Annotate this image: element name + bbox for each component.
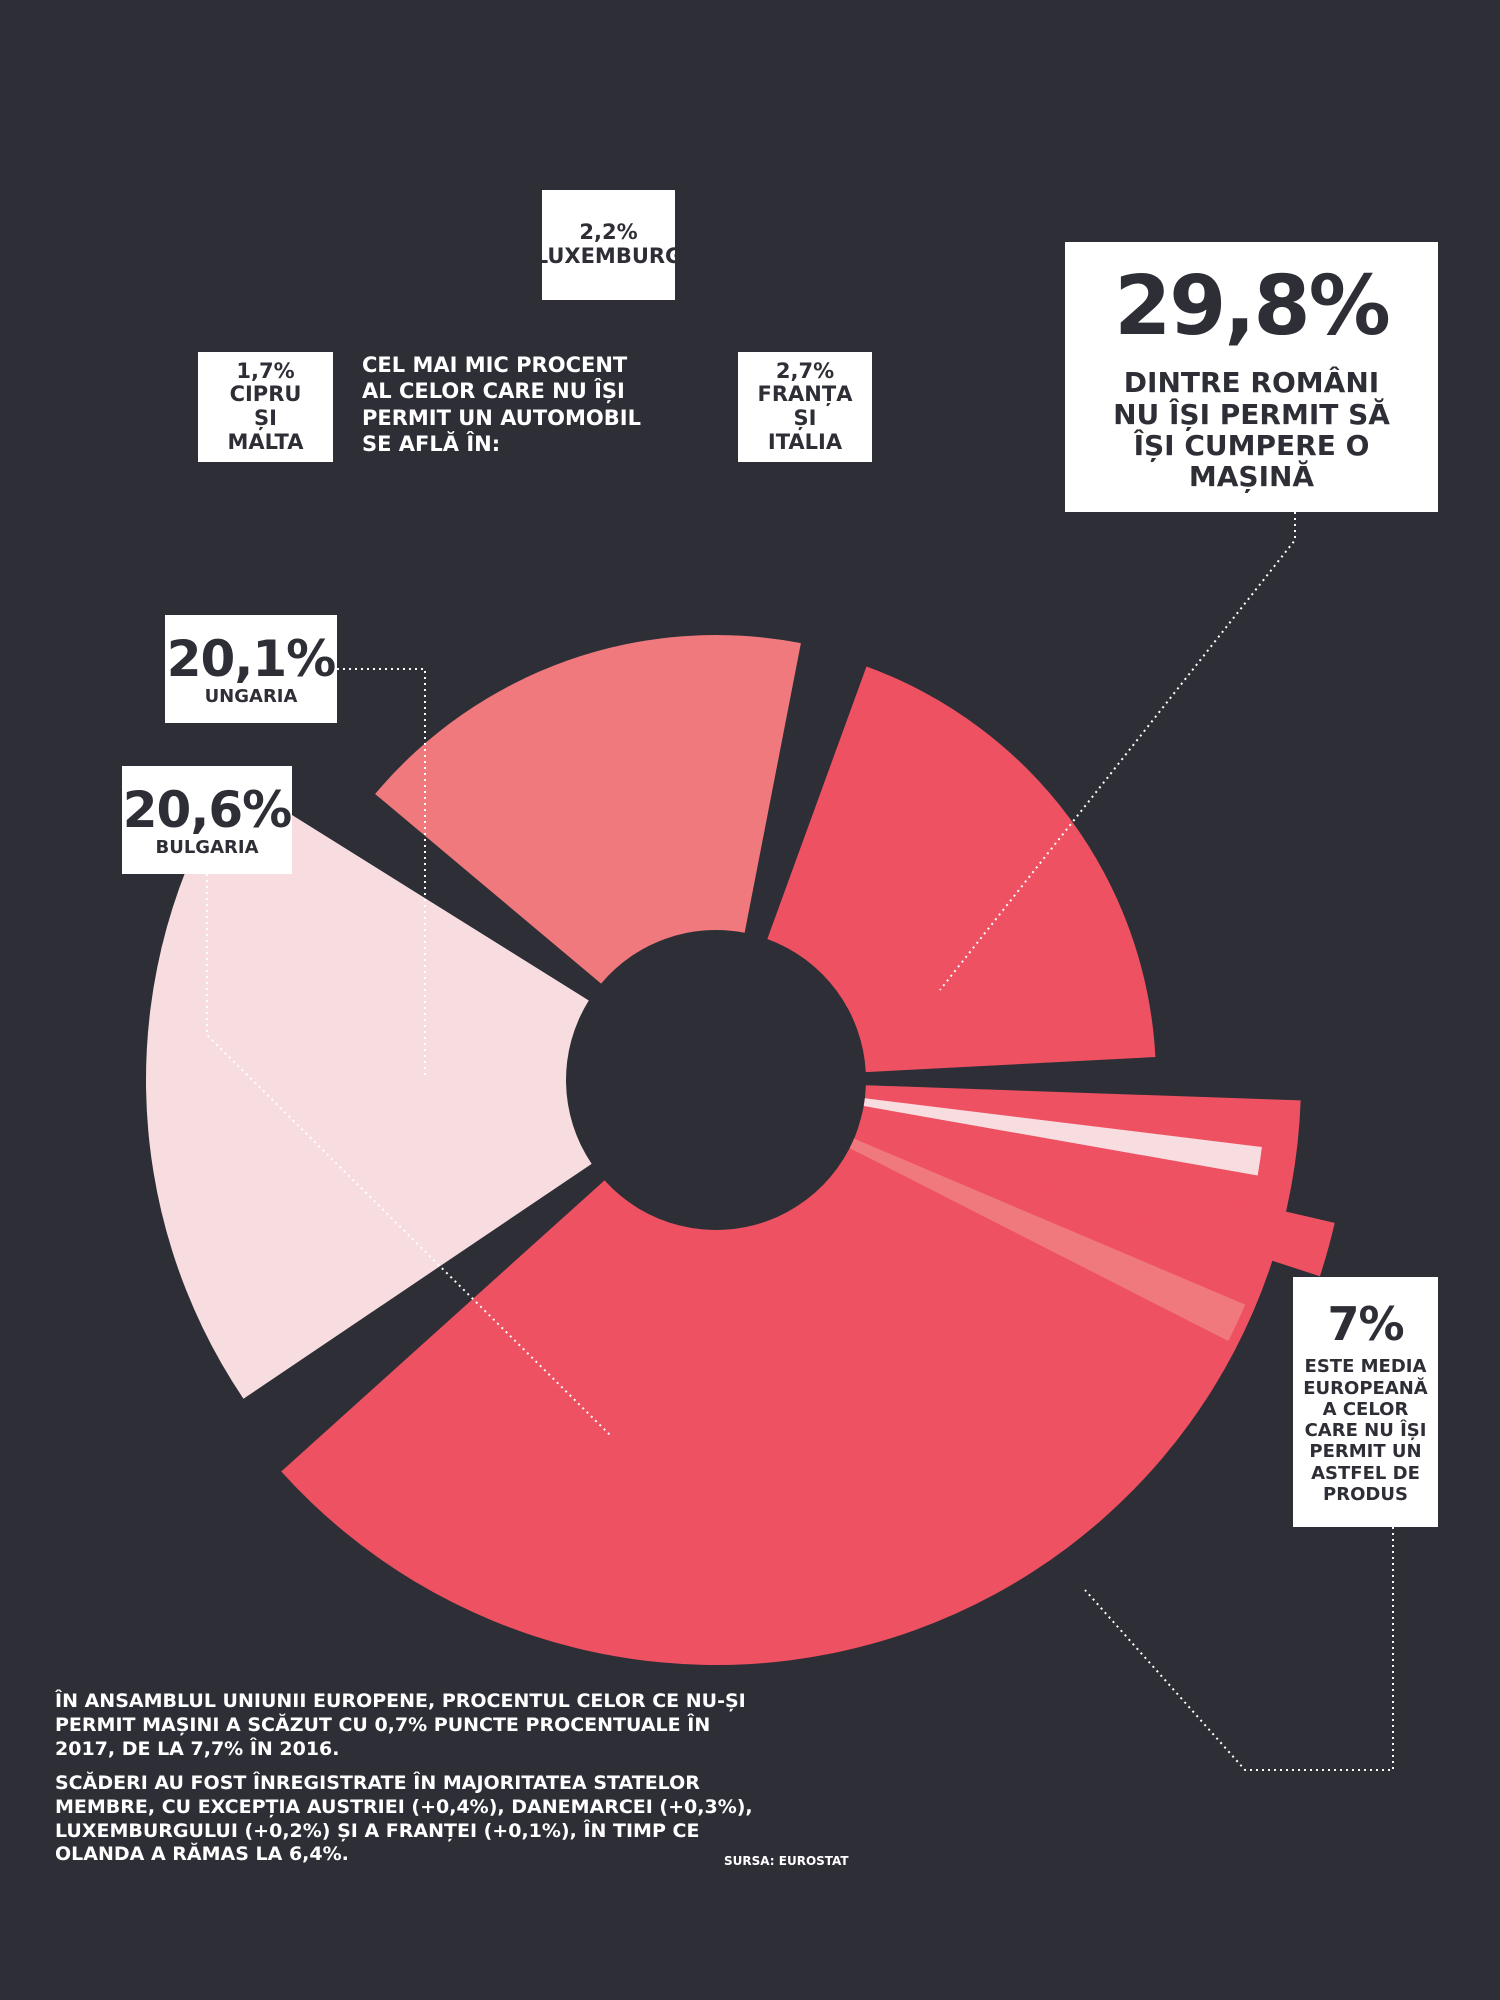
caption-romania: DINTRE ROMÂNI NU ÎȘI PERMIT SĂ ÎȘI CUMPE…	[1113, 366, 1390, 494]
footer-paragraph-1: ÎN ANSAMBLUL UNIUNII EUROPENE, PROCENTUL…	[55, 1690, 746, 1760]
value-label-cipru-malta: 1,7%	[236, 358, 295, 383]
source-note: SURSA: EUROSTAT	[724, 1854, 849, 1868]
slice-luxemburg	[858, 1113, 1335, 1277]
slice-franta-italia	[849, 1138, 1246, 1342]
caption-luxemburg: LUXEMBURG	[534, 244, 683, 268]
label-box-bulgaria: 20,6% BULGARIA	[122, 766, 292, 874]
slice-bulgaria	[375, 635, 801, 984]
lowest-share-note: CEL MAI MIC PROCENT AL CELOR CARE NU ÎȘI…	[362, 353, 641, 456]
footer-paragraph-2: SCĂDERI AU FOST ÎNREGISTRATE ÎN MAJORITA…	[55, 1772, 753, 1866]
value-label-luxemburg: 2,2%	[579, 220, 638, 245]
label-box-ungaria: 20,1% UNGARIA	[165, 615, 337, 723]
caption-ungaria: UNGARIA	[204, 685, 298, 707]
leader-line-eu-average	[1084, 1527, 1394, 1771]
label-box-luxemburg: 2,2% LUXEMBURG	[535, 190, 682, 300]
label-box-eu-average: 7% ESTE MEDIA EUROPEANĂ A CELOR CARE NU …	[1293, 1277, 1438, 1527]
value-label-bulgaria: 20,6%	[122, 780, 292, 839]
value-label-ungaria: 20,1%	[166, 629, 336, 688]
caption-franta-italia: FRANȚA ȘI ITALIA	[757, 382, 853, 454]
caption-eu-average: ESTE MEDIA EUROPEANĂ A CELOR CARE NU ÎȘI…	[1303, 1356, 1428, 1505]
label-box-franta-italia: 2,7% FRANȚA ȘI ITALIA	[738, 352, 872, 462]
leader-lines	[206, 512, 1394, 1771]
pie-slices	[145, 635, 1335, 1666]
value-label-franta-italia: 2,7%	[775, 358, 835, 383]
slice-eu-average	[145, 777, 592, 1399]
caption-cipru-malta: CIPRU ȘI MALTA	[227, 382, 304, 454]
label-box-cipru-malta: 1,7% CIPRU ȘI MALTA	[198, 352, 333, 462]
label-box-romania: 29,8% DINTRE ROMÂNI NU ÎȘI PERMIT SĂ ÎȘI…	[1065, 242, 1438, 512]
slice-ungaria	[767, 666, 1156, 1073]
value-label-romania: 29,8%	[1114, 259, 1390, 355]
caption-bulgaria: BULGARIA	[155, 836, 259, 858]
slice-cipru-malta	[863, 1098, 1262, 1176]
value-label-eu-average: 7%	[1327, 1296, 1404, 1351]
